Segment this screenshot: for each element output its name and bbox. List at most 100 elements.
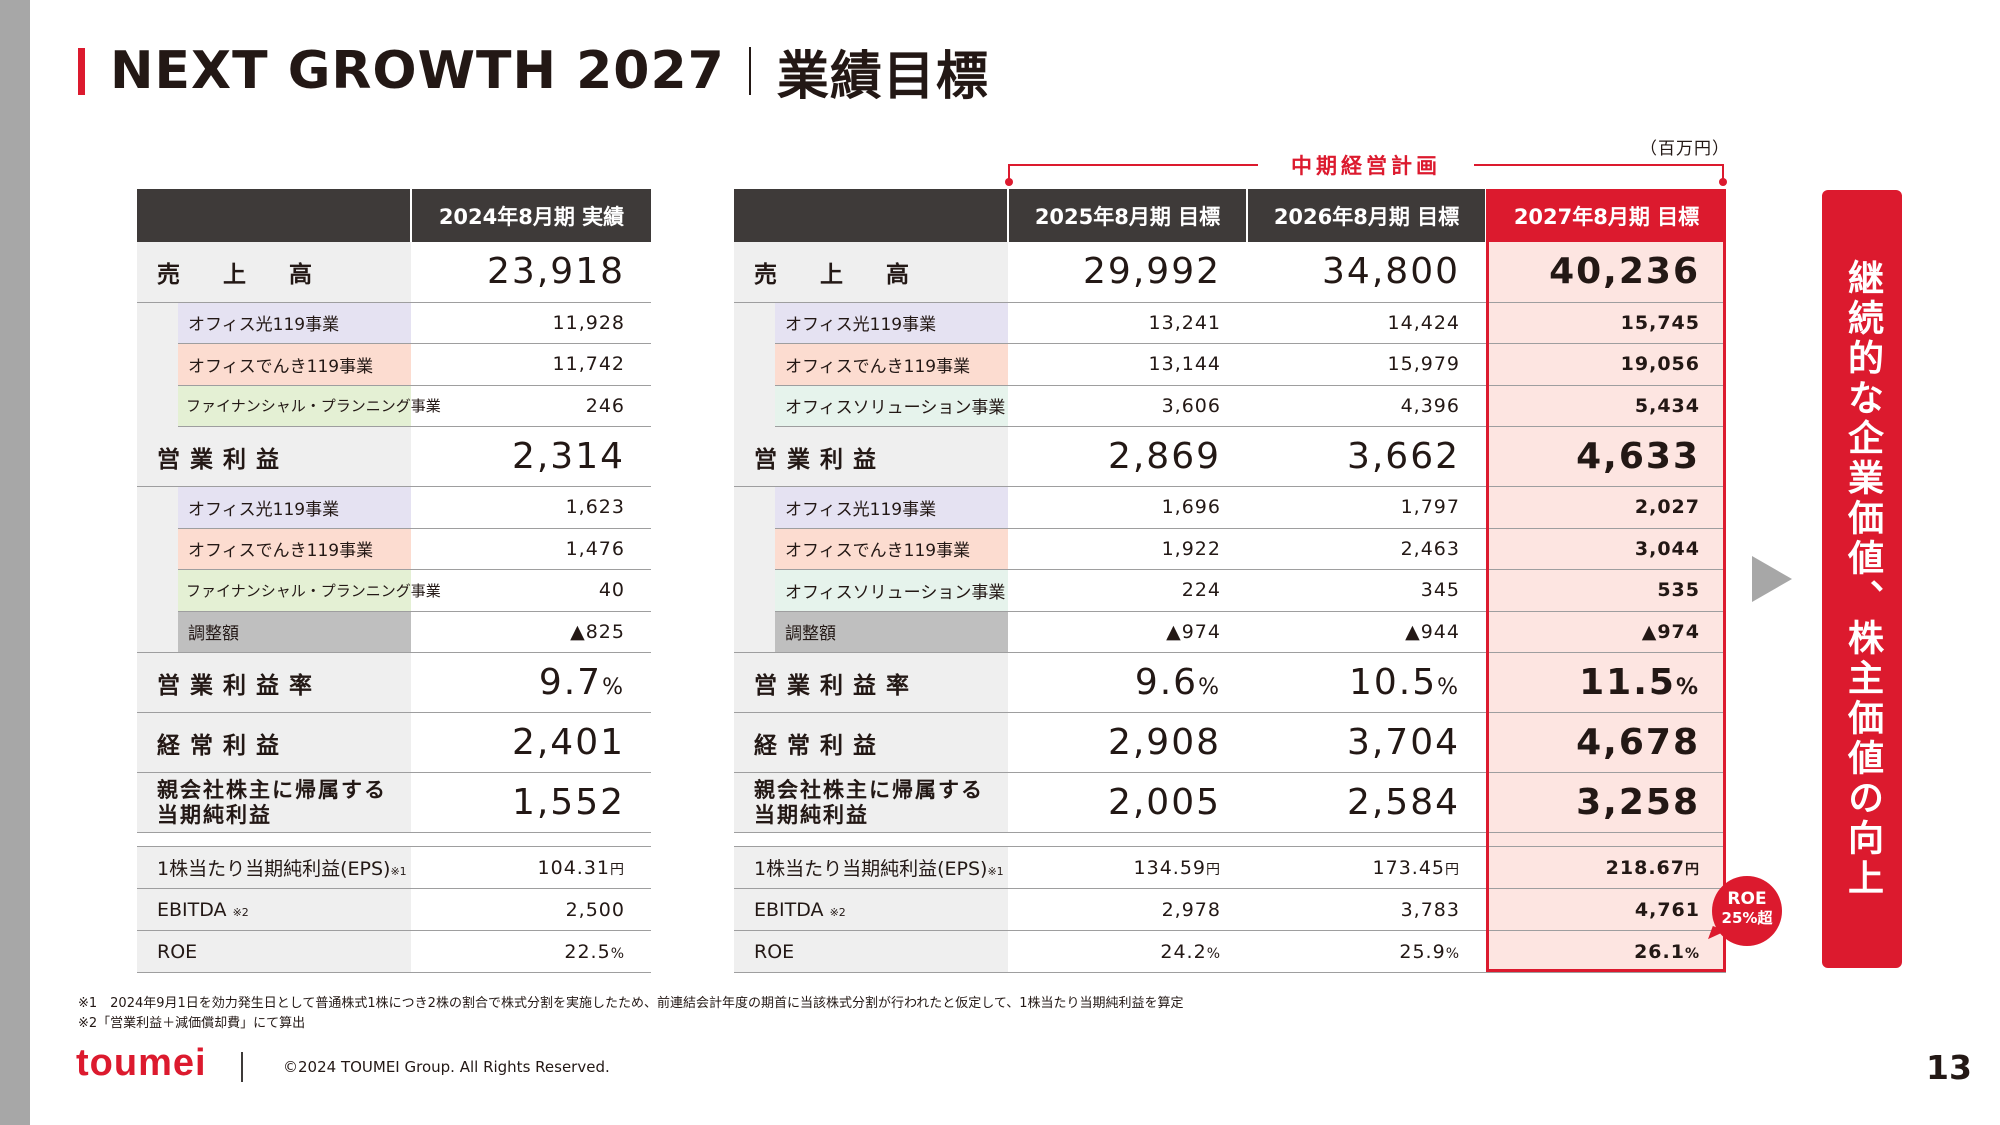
cell-value: 10.5%: [1247, 652, 1486, 713]
table-row: 経常利益 2,401: [137, 712, 651, 773]
table-row: 営業利益率 9.6% 10.5% 11.5%: [734, 652, 1726, 713]
cell-value: 3,606: [1008, 385, 1247, 427]
cell-value: 173.45円: [1247, 846, 1486, 889]
table-row: オフィスでんき119事業 11,742: [137, 343, 651, 386]
cell-value: 14,424: [1247, 302, 1486, 344]
table-row: 1株当たり当期純利益(EPS)※1 104.31円: [137, 846, 651, 889]
table-row: オフィス光119事業 13,241 14,424 15,745: [734, 302, 1726, 344]
cell-value: 13,144: [1008, 343, 1247, 386]
cell-value: 1,797: [1247, 486, 1486, 529]
cell-value-2027: 4,761: [1486, 888, 1726, 931]
row-label-segment: オフィスでんき119事業: [178, 343, 411, 386]
footnotes: ※1 2024年9月1日を効力発生日として普通株式1株につき2株の割合で株式分割…: [78, 994, 1184, 1034]
cell-value: 2,869: [1008, 426, 1247, 487]
row-label-segment: オフィスでんき119事業: [178, 528, 411, 570]
cell-value: 3,662: [1247, 426, 1486, 487]
cell-value: 2,584: [1247, 772, 1486, 833]
table-row: 経常利益 2,908 3,704 4,678: [734, 712, 1726, 773]
table-row: ファイナンシャル・プランニング事業 40: [137, 569, 651, 612]
table-row: 調整額 ▲825: [137, 611, 651, 653]
row-label-eps: 1株当たり当期純利益(EPS)※1: [734, 846, 1008, 889]
cell-value-2027: 535: [1486, 569, 1726, 612]
row-label-net-income: 親会社株主に帰属する 当期純利益: [137, 772, 411, 833]
cell-value-2027: 3,258: [1486, 772, 1726, 833]
table-row: オフィスでんき119事業 13,144 15,979 19,056: [734, 343, 1726, 386]
cell-value: 25.9%: [1247, 930, 1486, 973]
table-header-2027: 2027年8月期 目標: [1486, 189, 1726, 242]
cell-value-2027: 19,056: [1486, 343, 1726, 386]
value-sales: 23,918: [411, 242, 651, 303]
cell-value-2027: ▲974: [1486, 611, 1726, 653]
cell-value: 1,476: [411, 528, 651, 570]
cell-value-2027: 40,236: [1486, 242, 1726, 303]
table-row: ROE 24.2% 25.9% 26.1%: [734, 930, 1726, 973]
cell-value-2027: 5,434: [1486, 385, 1726, 427]
table-row: 売 上 高 29,992 34,800 40,236: [734, 242, 1726, 303]
cell-value: 2,978: [1008, 888, 1247, 931]
row-label-roe: ROE: [137, 930, 411, 973]
value-eps: 104.31円: [411, 846, 651, 889]
cell-value: 24.2%: [1008, 930, 1247, 973]
cell-value: 1,696: [1008, 486, 1247, 529]
row-label-sales: 売 上 高: [734, 242, 1008, 303]
row-label-ebitda: EBITDA ※2: [734, 888, 1008, 931]
row-label-segment: オフィスでんき119事業: [775, 343, 1008, 386]
footer-separator: [241, 1052, 243, 1082]
table-row: オフィス光119事業 1,623: [137, 486, 651, 529]
roe-badge: ROE 25%超: [1712, 876, 1782, 946]
cell-value: 1,922: [1008, 528, 1247, 570]
row-label-op-margin: 営業利益率: [734, 652, 1008, 713]
cell-value: 2,463: [1247, 528, 1486, 570]
page-title: NEXT GROWTH 2027 業績目標: [110, 38, 989, 107]
cell-value: 4,396: [1247, 385, 1486, 427]
table-row: 営業利益率 9.7%: [137, 652, 651, 713]
row-label-segment: ファイナンシャル・プランニング事業: [178, 569, 441, 612]
table-header-2024: 2024年8月期 実績: [411, 189, 651, 242]
table-row: オフィスでんき119事業 1,476: [137, 528, 651, 570]
cell-value: 134.59円: [1008, 846, 1247, 889]
table-row: 親会社株主に帰属する 当期純利益 2,005 2,584 3,258: [734, 772, 1726, 833]
row-label-eps: 1株当たり当期純利益(EPS)※1: [137, 846, 411, 889]
cell-value: 3,704: [1247, 712, 1486, 773]
cell-value: 11,742: [411, 343, 651, 386]
cell-value-2027: 4,633: [1486, 426, 1726, 487]
cell-value: 40: [411, 569, 651, 612]
row-label-ordinary-profit: 経常利益: [734, 712, 1008, 773]
table-row: 営業利益 2,314: [137, 426, 651, 487]
footnote-1: ※1 2024年9月1日を効力発生日として普通株式1株につき2株の割合で株式分割…: [78, 996, 1184, 1011]
table-row: 営業利益 2,869 3,662 4,633: [734, 426, 1726, 487]
page-number: 13: [1926, 1048, 1972, 1087]
table-header-blank: [137, 189, 412, 242]
copyright: ©2024 TOUMEI Group. All Rights Reserved.: [283, 1058, 610, 1076]
table-row: ファイナンシャル・プランニング事業 246: [137, 385, 651, 427]
row-label-segment: オフィスソリューション事業: [775, 385, 1008, 427]
row-label-ebitda: EBITDA ※2: [137, 888, 411, 931]
left-edge-bar: [0, 0, 30, 1125]
table-row: 売 上 高 23,918: [137, 242, 651, 303]
row-label-operating-profit: 営業利益: [734, 426, 1008, 487]
title-en: NEXT GROWTH 2027: [110, 41, 725, 101]
cell-value-2027: 218.67円: [1486, 846, 1726, 889]
cell-value: 13,241: [1008, 302, 1247, 344]
title-accent-bar: [78, 48, 85, 95]
value-ebitda: 2,500: [411, 888, 651, 931]
cell-value: ▲825: [411, 611, 651, 653]
row-label-segment: オフィス光119事業: [178, 486, 411, 529]
cell-value: 3,783: [1247, 888, 1486, 931]
cell-value: 246: [411, 385, 651, 427]
table-row: オフィス光119事業 11,928: [137, 302, 651, 344]
company-logo: toumei: [76, 1042, 207, 1084]
row-label-ordinary-profit: 経常利益: [137, 712, 411, 773]
plan-dot-left: [1005, 178, 1013, 186]
title-jp: 業績目標: [776, 46, 989, 107]
cell-value: ▲944: [1247, 611, 1486, 653]
row-label-segment: オフィス光119事業: [775, 302, 1008, 344]
cell-value: 1,623: [411, 486, 651, 529]
cell-value: 29,992: [1008, 242, 1247, 303]
plan-label: 中期経営計画: [1291, 154, 1441, 178]
table-row: オフィスでんき119事業 1,922 2,463 3,044: [734, 528, 1726, 570]
cell-value: 2,908: [1008, 712, 1247, 773]
table-row: オフィス光119事業 1,696 1,797 2,027: [734, 486, 1726, 529]
cell-value: 15,979: [1247, 343, 1486, 386]
value-roe: 22.5%: [411, 930, 651, 973]
